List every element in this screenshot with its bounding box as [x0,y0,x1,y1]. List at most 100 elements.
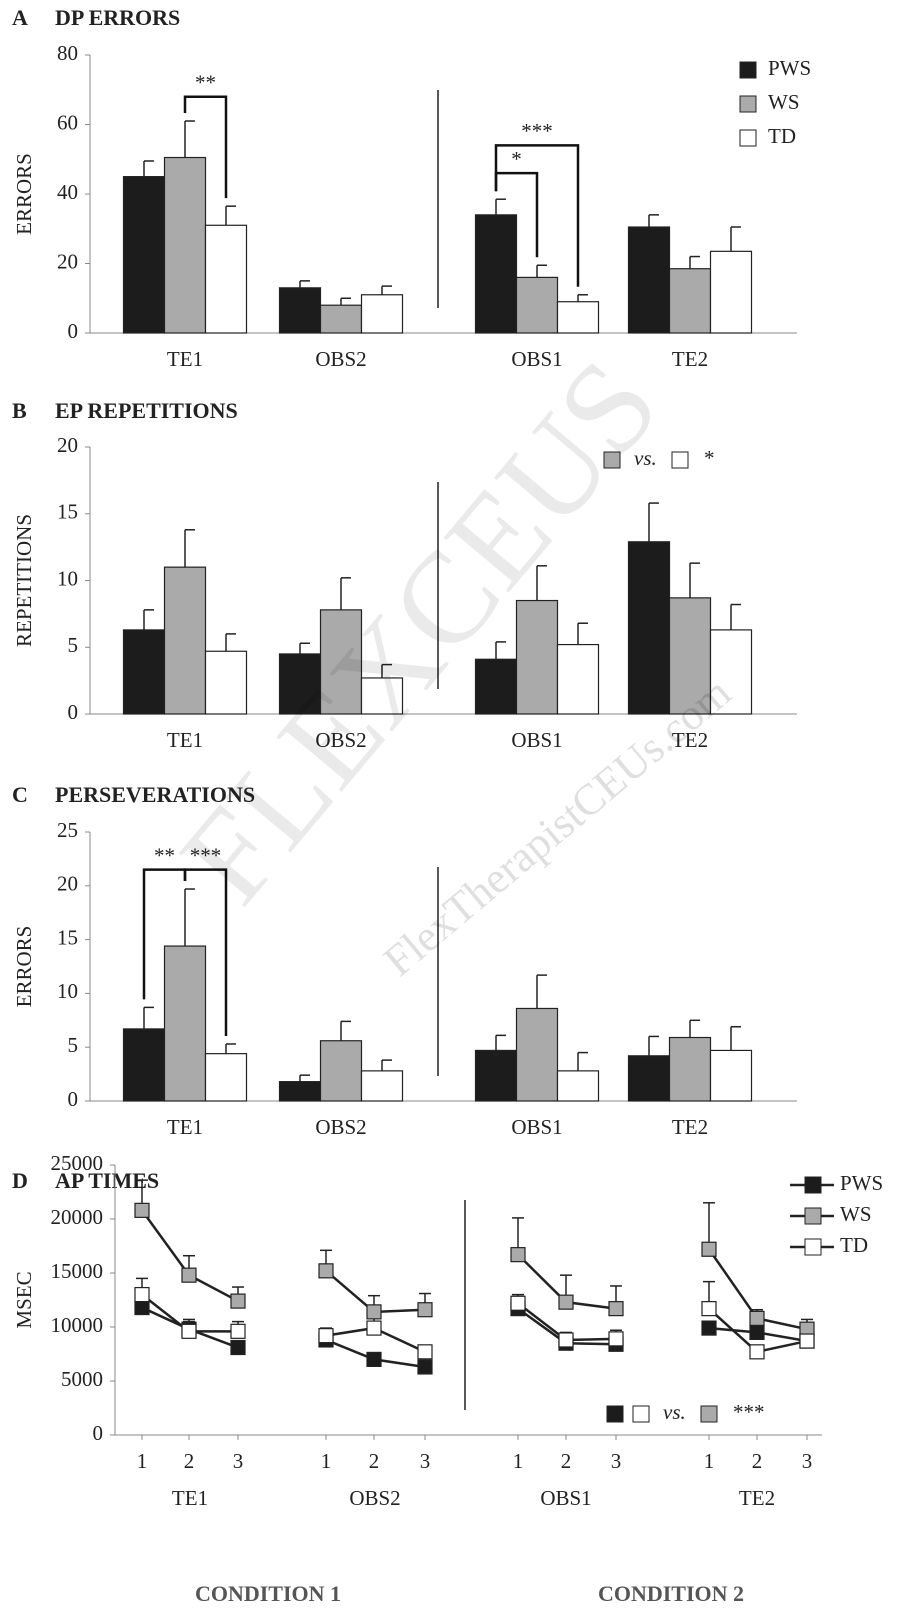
comparison-swatch [701,1406,717,1422]
bar [206,225,247,333]
y-tick-label: 15 [57,500,78,524]
y-tick-label: 0 [68,319,79,343]
bar [517,277,558,333]
significance-label: ** [195,71,216,95]
comparison-stars: *** [733,1400,765,1424]
marker [511,1296,525,1310]
marker [750,1345,764,1359]
bar [321,305,362,333]
x-tick-label: TE2 [672,347,708,371]
bar [670,269,711,333]
x-tick-label: 1 [513,1449,524,1473]
y-tick-label: 40 [57,180,78,204]
x-tick-label: 3 [802,1449,813,1473]
marker [750,1325,764,1339]
marker [511,1248,525,1262]
bar [165,567,206,714]
legend-swatch [805,1177,821,1193]
y-tick-label: 25000 [51,1151,104,1175]
group-label: OBS2 [349,1486,400,1510]
bar [280,1082,321,1101]
x-tick-label: 3 [233,1449,244,1473]
group-label: TE2 [739,1486,775,1510]
x-tick-label: 2 [184,1449,195,1473]
bar [476,1050,517,1101]
marker [367,1321,381,1335]
marker [135,1203,149,1217]
x-tick-label: 2 [752,1449,763,1473]
x-tick-label: TE1 [167,347,203,371]
marker [231,1341,245,1355]
y-tick-label: 25 [57,818,78,842]
y-axis-label: ERRORS [12,153,36,235]
x-tick-label: TE1 [167,728,203,752]
significance-label: * [511,147,522,171]
marker [367,1352,381,1366]
legend-swatch [740,62,756,78]
y-tick-label: 5 [68,633,79,657]
legend-swatch [805,1208,821,1224]
marker [135,1288,149,1302]
legend-label: TD [840,1233,868,1257]
marker [319,1264,333,1278]
x-tick-label: 3 [611,1449,622,1473]
y-tick-label: 15000 [51,1259,104,1283]
y-tick-label: 10 [57,979,78,1003]
marker [702,1321,716,1335]
marker [559,1295,573,1309]
legend-label: WS [768,90,800,114]
y-axis-label: REPETITIONS [12,514,36,647]
bar [165,158,206,333]
y-tick-label: 80 [57,41,78,65]
bar [629,227,670,333]
bar [670,1038,711,1101]
panel-title: DP ERRORS [55,5,180,30]
y-tick-label: 20 [57,872,78,896]
x-tick-label: 2 [561,1449,572,1473]
y-tick-label: 0 [93,1421,104,1445]
y-tick-label: 5 [68,1033,79,1057]
panel-label: A [12,5,28,30]
marker [702,1242,716,1256]
comparison-stars: * [704,446,715,470]
bar [206,1054,247,1101]
panel-title: EP REPETITIONS [55,398,238,423]
marker [231,1294,245,1308]
figure: CONDITION 1 CONDITION 2 ADP ERRORSERRORS… [0,0,922,1617]
bar [629,542,670,714]
bar [711,1050,752,1101]
bar [558,302,599,333]
legend-label: PWS [840,1171,883,1195]
legend-swatch [740,96,756,112]
legend-label: WS [840,1202,872,1226]
bar [280,288,321,333]
x-tick-label: TE1 [167,1115,203,1139]
panel-label: C [12,782,28,807]
x-tick-label: OBS1 [511,728,562,752]
bar [321,1041,362,1101]
group-label: OBS1 [540,1486,591,1510]
group-label: TE1 [172,1486,208,1510]
y-tick-label: 5000 [61,1367,103,1391]
marker [231,1324,245,1338]
y-tick-label: 15 [57,925,78,949]
bar [517,1008,558,1101]
x-tick-label: OBS2 [315,347,366,371]
marker [418,1345,432,1359]
bar [362,295,403,333]
marker [319,1329,333,1343]
panel-label: D [12,1168,28,1193]
x-tick-label: OBS2 [315,1115,366,1139]
x-tick-label: 1 [137,1449,148,1473]
comparison-swatch [607,1406,623,1422]
x-tick-label: OBS1 [511,1115,562,1139]
y-tick-label: 0 [68,1087,79,1111]
marker [182,1324,196,1338]
legend-swatch [740,130,756,146]
marker [702,1302,716,1316]
y-tick-label: 20000 [51,1205,104,1229]
marker [559,1333,573,1347]
marker [750,1311,764,1325]
y-axis-label: ERRORS [12,926,36,1008]
condition-label: CONDITION 1 [195,1581,341,1606]
